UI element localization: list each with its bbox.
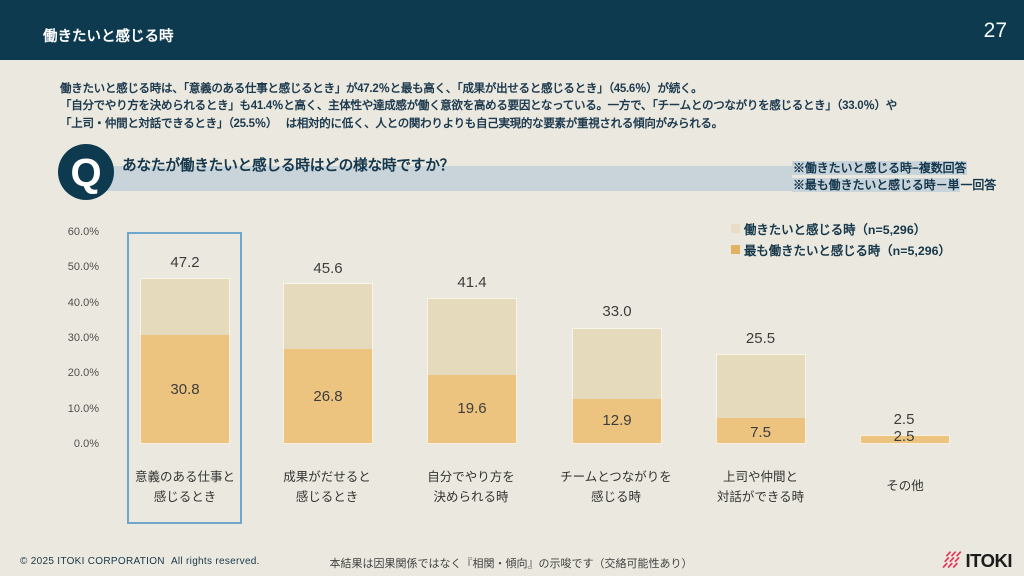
svg-text:ITOKI: ITOKI [966, 551, 1013, 571]
